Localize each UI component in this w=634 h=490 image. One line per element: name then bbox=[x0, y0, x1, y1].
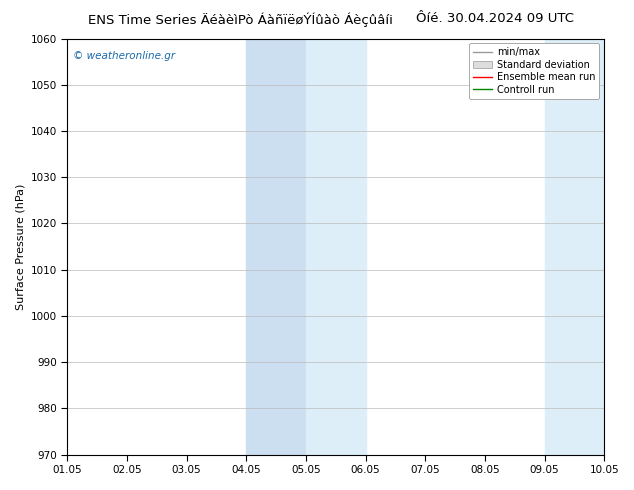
Text: © weatheronline.gr: © weatheronline.gr bbox=[72, 51, 175, 61]
Bar bbox=[246, 39, 306, 455]
Text: ENS Time Series ÄéàèìPò ÁàñïëøÝÍûàò Áèçûâíі: ENS Time Series ÄéàèìPò ÁàñïëøÝÍûàò Áèçû… bbox=[89, 12, 393, 27]
Bar bbox=[306, 39, 366, 455]
Legend: min/max, Standard deviation, Ensemble mean run, Controll run: min/max, Standard deviation, Ensemble me… bbox=[469, 44, 599, 98]
Bar bbox=[545, 39, 604, 455]
Text: Ôíé. 30.04.2024 09 UTC: Ôíé. 30.04.2024 09 UTC bbox=[415, 12, 574, 25]
Y-axis label: Surface Pressure (hPa): Surface Pressure (hPa) bbox=[15, 183, 25, 310]
